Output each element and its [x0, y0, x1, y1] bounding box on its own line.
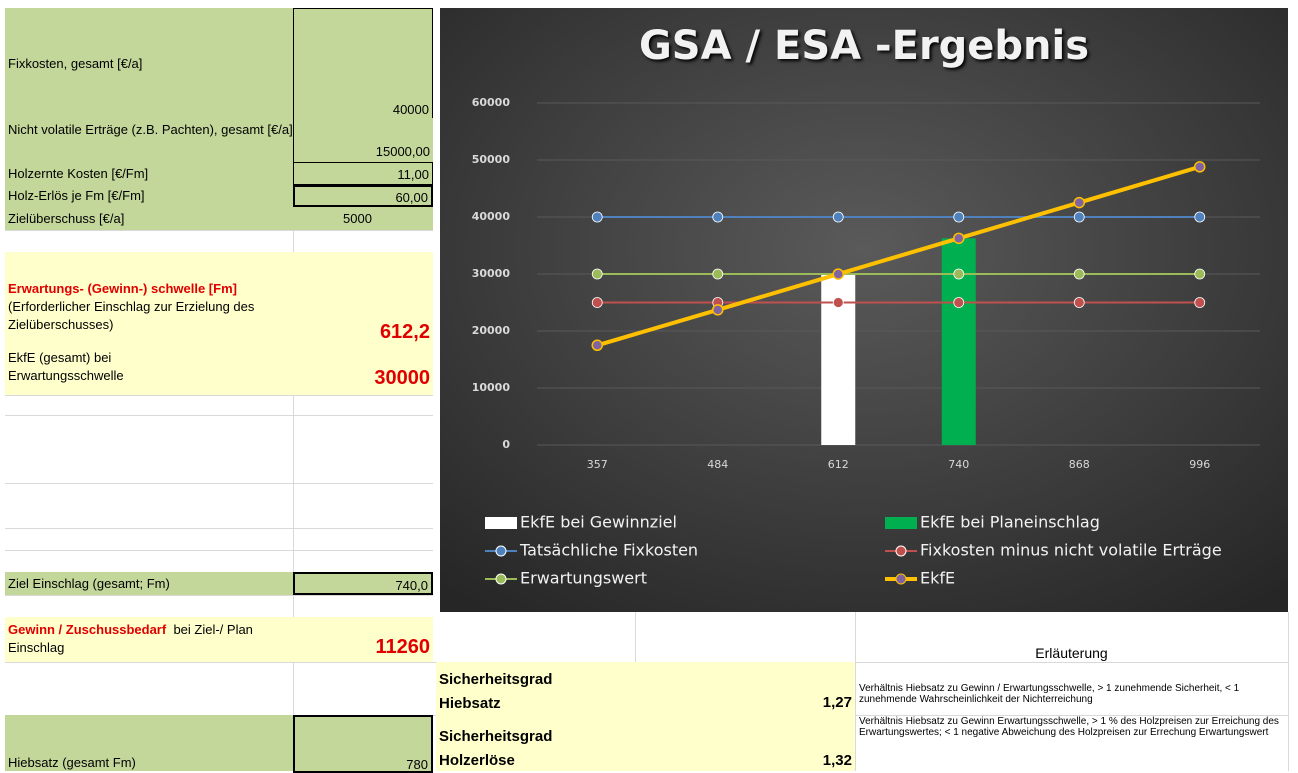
cell-value: 11260 [375, 636, 430, 658]
cell-value: 740,0 [293, 572, 433, 595]
grid-line [1288, 612, 1289, 771]
marker [591, 339, 603, 352]
cell-block [5, 252, 433, 395]
marker [1073, 297, 1085, 308]
marker [1194, 161, 1206, 173]
marker [591, 211, 603, 223]
marker [591, 268, 603, 280]
y-tick-label: 10000 [472, 381, 511, 394]
legend-label: Tatsächliche Fixkosten [519, 541, 698, 560]
marker [953, 211, 965, 223]
marker [1194, 211, 1206, 223]
marker [832, 268, 844, 280]
marker [712, 268, 724, 280]
cell-block [5, 617, 433, 662]
marker [953, 268, 965, 280]
grid-line [5, 528, 433, 529]
cell-value: 780 [293, 715, 433, 773]
chart: GSA / ESA -Ergebnis 0 10000 20000 30000 4000… [440, 8, 1288, 612]
y-tick-label: 50000 [472, 153, 511, 166]
legend-marker [895, 545, 907, 557]
legend-label: EkfE bei Gewinnziel [520, 513, 677, 532]
cell-block [436, 662, 855, 715]
marker [591, 297, 603, 308]
grid-line [5, 483, 433, 484]
chart-title: GSA / ESA -Ergebnis [639, 23, 1089, 69]
y-tick-label: 0 [502, 438, 510, 451]
y-tick-label: 60000 [472, 96, 511, 109]
cell-block [436, 715, 855, 771]
grid-line [5, 415, 433, 416]
cell-value: 30000 [374, 367, 430, 389]
label-red: Erwartungs- (Gewinn-) schwelle [Fm] [8, 281, 237, 296]
marker [712, 304, 724, 316]
marker [1073, 196, 1085, 209]
cell-value: 15000,00 [293, 118, 433, 162]
legend-swatch [485, 517, 517, 529]
marker [832, 211, 844, 223]
grid-line [855, 612, 856, 771]
legend-label: Fixkosten minus nicht volatile Erträge [920, 541, 1222, 560]
cell-note: Verhältnis Hiebsatz zu Gewinn Erwartungs… [859, 716, 1279, 738]
cell-label: Sicherheitsgrad Hiebsatz [439, 671, 553, 712]
legend-label: EkfE [920, 569, 955, 588]
y-tick-label: 20000 [472, 324, 511, 337]
y-tick-label: 30000 [472, 267, 511, 280]
cell-label: Nicht volatile Erträge (z.B. Pachten), g… [5, 118, 293, 162]
cell-label: Gewinn / Zuschussbedarf bei Ziel-/ Plan … [8, 621, 293, 657]
cell-value: 40000 [293, 8, 433, 119]
label: (Erforderlicher Einschlag zur Erzielung … [8, 299, 255, 332]
cell-note: Verhältnis Hiebsatz zu Gewinn / Erwartun… [859, 683, 1240, 705]
column-header: Erläuterung [1035, 645, 1108, 661]
marker [953, 232, 965, 245]
marker [1073, 268, 1085, 280]
cell-label: Zielüberschuss [€/a] [5, 207, 293, 230]
x-tick-label: 868 [1069, 458, 1090, 471]
legend-marker [495, 545, 507, 557]
cell-value: 5000 [293, 207, 433, 230]
grid-line [5, 595, 433, 596]
legend-label: Erwartungswert [520, 569, 647, 588]
marker [832, 297, 844, 308]
cell-label: EkfE (gesamt) bei Erwartungsschwelle [8, 350, 124, 383]
chart-background [440, 8, 1288, 612]
grid-line [293, 230, 294, 771]
cell-label: Holz-Erlös je Fm [€/Fm] [5, 185, 293, 207]
label: bei Ziel-/ Plan Einschlag [8, 622, 253, 655]
legend-label: EkfE bei Planeinschlag [920, 513, 1100, 532]
label-red: Gewinn / Zuschussbedarf [8, 622, 167, 637]
cell-value: 60,00 [293, 185, 433, 207]
cell-label: Holzernte Kosten [€/Fm] [5, 162, 293, 185]
legend-swatch [885, 517, 917, 529]
legend-marker [495, 573, 507, 585]
cell-value: 1,32 [822, 752, 852, 769]
cell-label: Ziel Einschlag (gesamt; Fm) [5, 572, 293, 595]
cell-label: Erwartungs- (Gewinn-) schwelle [Fm] (Erf… [8, 280, 280, 334]
marker [712, 211, 724, 223]
x-tick-label: 996 [1189, 458, 1210, 471]
x-tick-label: 357 [587, 458, 608, 471]
grid-line [5, 550, 433, 551]
cell-value: 11,00 [293, 162, 433, 185]
marker [1194, 268, 1206, 280]
y-tick-label: 40000 [472, 210, 511, 223]
marker [1073, 211, 1085, 223]
cell-label: Hiebsatz (gesamt Fm) [5, 715, 293, 771]
grid-line [5, 395, 433, 396]
x-tick-label: 612 [828, 458, 849, 471]
cell-label: Fixkosten, gesamt [€/a] [5, 8, 293, 118]
series-line [596, 164, 1201, 348]
cell-value: 612,2 [379, 321, 430, 343]
marker [953, 297, 965, 308]
cell-value: 1,27 [822, 694, 852, 711]
cell-label: Sicherheitsgrad Holzerlöse [439, 728, 553, 769]
marker [1194, 297, 1206, 308]
legend-marker [895, 573, 907, 585]
x-tick-label: 484 [707, 458, 728, 471]
x-tick-label: 740 [948, 458, 969, 471]
grid-line [5, 230, 433, 231]
grid-line [635, 612, 636, 662]
